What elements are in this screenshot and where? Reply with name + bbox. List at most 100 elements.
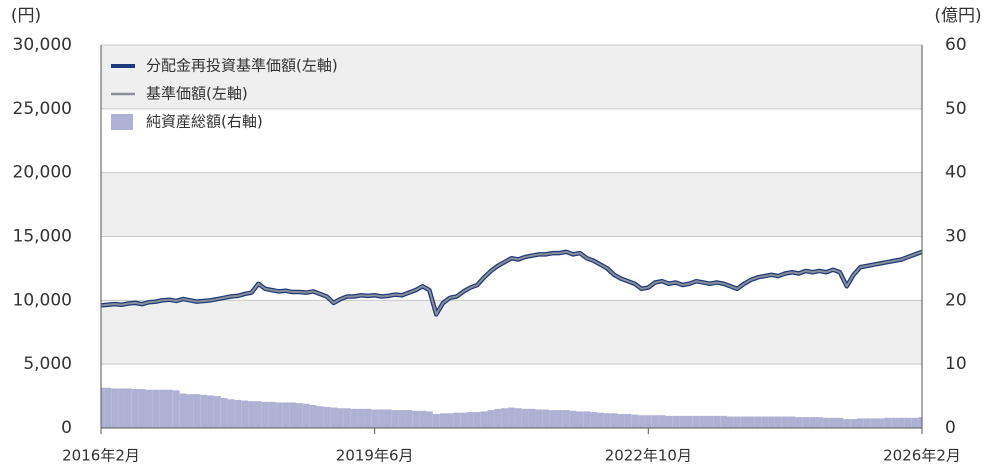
area-bar bbox=[480, 411, 488, 428]
line bbox=[100, 250, 923, 316]
area-bar bbox=[248, 401, 255, 428]
area-bar bbox=[405, 410, 413, 428]
legend-swatch bbox=[111, 114, 133, 130]
area-bar bbox=[384, 409, 392, 428]
area-bar bbox=[720, 415, 728, 428]
area-bar bbox=[508, 407, 515, 428]
area-bar bbox=[357, 408, 365, 428]
area-bar bbox=[302, 403, 310, 428]
area-bar bbox=[254, 401, 262, 428]
area-bar bbox=[289, 402, 296, 428]
area-bar bbox=[918, 417, 922, 428]
area-bar bbox=[781, 416, 789, 428]
area-bar bbox=[101, 387, 105, 428]
area-bar bbox=[576, 411, 584, 428]
area-bar bbox=[891, 417, 899, 428]
area-bar bbox=[419, 410, 426, 428]
area-bar bbox=[706, 415, 714, 428]
area-bar bbox=[145, 389, 153, 428]
area-bar bbox=[802, 417, 810, 428]
area-bar bbox=[733, 416, 741, 428]
y-tick-label: 0 bbox=[61, 418, 72, 438]
area-bar bbox=[446, 413, 454, 428]
area-bar bbox=[569, 410, 577, 428]
y2-tick-label: 10 bbox=[945, 354, 967, 374]
area-bar bbox=[555, 410, 563, 428]
y-tick-label: 5,000 bbox=[23, 354, 72, 374]
y-tick-label: 25,000 bbox=[13, 99, 72, 119]
area-bar bbox=[309, 405, 317, 428]
grid-band bbox=[101, 45, 922, 109]
area-bar bbox=[822, 417, 830, 428]
legend-label: 基準価額(左軸) bbox=[146, 85, 248, 103]
area-bar bbox=[658, 415, 666, 428]
area-bar bbox=[275, 402, 283, 428]
y2-tick-label: 50 bbox=[945, 99, 967, 119]
area-bar bbox=[323, 406, 331, 428]
area-bar bbox=[699, 415, 707, 428]
grid-band bbox=[101, 300, 922, 365]
y-tick-label: 20,000 bbox=[13, 163, 72, 183]
area-bar bbox=[624, 413, 632, 428]
area-bar bbox=[439, 413, 447, 428]
x-tick-label: 2022年10月 bbox=[605, 447, 692, 465]
area-bar bbox=[371, 409, 379, 428]
area-bar bbox=[460, 412, 468, 428]
area-bar bbox=[549, 410, 556, 428]
area-bar bbox=[644, 415, 652, 428]
area-bar bbox=[186, 394, 194, 428]
area-bar bbox=[692, 415, 700, 428]
area-bar bbox=[679, 415, 686, 428]
area-bar bbox=[843, 419, 851, 428]
area-bar bbox=[638, 415, 645, 428]
area-bar bbox=[467, 412, 474, 428]
area-bar bbox=[590, 412, 598, 428]
y2-tick-label: 0 bbox=[945, 418, 956, 438]
area-bar bbox=[863, 418, 871, 428]
area-bar bbox=[282, 402, 290, 428]
area-bar bbox=[631, 414, 639, 428]
area-bar bbox=[494, 408, 502, 428]
area-bar bbox=[884, 417, 892, 428]
area-bar bbox=[713, 415, 721, 428]
area-bar bbox=[159, 389, 166, 428]
area-bar bbox=[610, 413, 618, 428]
area-bar bbox=[597, 412, 604, 428]
area-bar bbox=[378, 409, 385, 428]
area-bar bbox=[391, 410, 399, 428]
grid-band bbox=[101, 172, 922, 237]
background bbox=[101, 45, 922, 428]
area-bar bbox=[754, 416, 762, 428]
area-bar bbox=[398, 410, 406, 428]
area-bar bbox=[501, 408, 509, 428]
y2-tick-label: 40 bbox=[945, 163, 967, 183]
area-bar bbox=[829, 417, 837, 428]
y-tick-label: 15,000 bbox=[13, 227, 72, 247]
x-tick-label: 2016年2月 bbox=[62, 447, 140, 465]
area-bar bbox=[172, 390, 180, 428]
area-bar bbox=[295, 403, 303, 428]
area-bar bbox=[227, 399, 235, 428]
area-bar bbox=[337, 408, 344, 428]
area-bar bbox=[241, 400, 249, 428]
area-bar bbox=[788, 416, 796, 428]
area-bar bbox=[165, 389, 173, 428]
area-bar bbox=[761, 416, 769, 428]
area-bar bbox=[795, 417, 803, 428]
legend-label: 純資産総額(右軸) bbox=[146, 113, 263, 131]
area-bar bbox=[111, 388, 119, 428]
area-bar bbox=[261, 401, 269, 428]
area-bar bbox=[665, 415, 673, 428]
area-bar bbox=[179, 393, 187, 428]
area-bar bbox=[220, 397, 228, 428]
grid-band bbox=[101, 236, 922, 301]
area-bar bbox=[364, 408, 372, 428]
x-tick-label: 2019年6月 bbox=[336, 447, 414, 465]
y-tick-label: 30,000 bbox=[13, 35, 72, 55]
area-bar bbox=[542, 409, 550, 428]
area-bar bbox=[425, 411, 433, 428]
grid-band bbox=[101, 108, 922, 173]
area-bar bbox=[877, 418, 885, 428]
area-bar bbox=[904, 417, 912, 428]
area-bar bbox=[521, 408, 529, 428]
